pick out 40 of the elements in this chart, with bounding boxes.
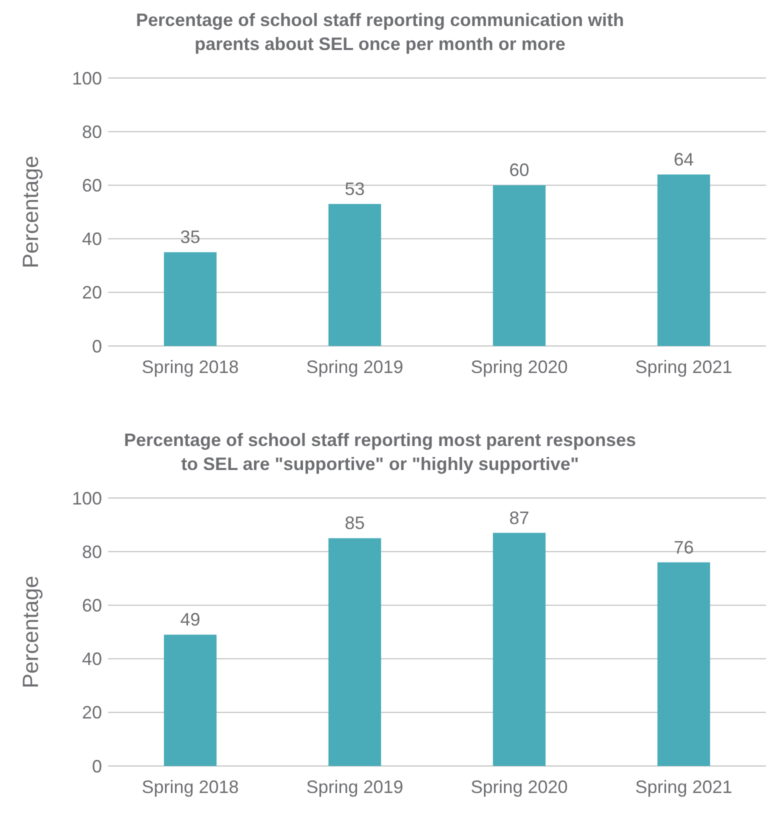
bar xyxy=(328,204,382,346)
y-axis-title: Percentage xyxy=(18,156,43,268)
data-label: 60 xyxy=(509,160,530,180)
chart-title: Percentage of school staff reporting communication with parents about SEL once per month or more xyxy=(136,10,624,54)
bar xyxy=(492,185,546,346)
bar xyxy=(657,562,710,766)
data-label: 87 xyxy=(509,508,530,528)
y-tick-label: 20 xyxy=(82,702,102,723)
y-tick-label: 100 xyxy=(72,68,102,88)
chart-title: Percentage of school staff reporting most parent responses to SEL are "supportive" or "highly supportive" xyxy=(124,430,636,474)
bar xyxy=(328,538,382,766)
y-tick-label: 0 xyxy=(92,336,102,356)
y-tick-label: 40 xyxy=(82,649,102,670)
y-tick-label: 20 xyxy=(82,282,102,303)
x-tick-label: Spring 2019 xyxy=(306,777,404,797)
data-label: 35 xyxy=(180,227,200,248)
bar xyxy=(164,252,217,346)
y-tick-label: 40 xyxy=(82,229,102,250)
x-tick-label: Spring 2019 xyxy=(306,357,404,377)
data-label: 49 xyxy=(180,610,200,630)
data-label: 76 xyxy=(674,537,694,558)
y-tick-label: 100 xyxy=(72,488,102,508)
y-tick-label: 80 xyxy=(82,122,102,142)
bar xyxy=(164,634,217,766)
data-label: 64 xyxy=(674,149,694,170)
x-tick-label: Spring 2021 xyxy=(635,777,732,797)
x-tick-label: Spring 2021 xyxy=(635,357,732,377)
x-tick-label: Spring 2018 xyxy=(142,357,239,377)
x-tick-label: Spring 2020 xyxy=(470,357,568,377)
y-tick-label: 60 xyxy=(82,176,102,196)
data-label: 53 xyxy=(344,178,365,199)
y-tick-label: 60 xyxy=(82,596,102,616)
y-axis-title: Percentage xyxy=(18,576,43,688)
y-tick-label: 0 xyxy=(92,756,102,776)
y-tick-label: 80 xyxy=(82,542,102,562)
data-label: 85 xyxy=(344,513,365,534)
x-tick-label: Spring 2018 xyxy=(142,777,239,797)
x-tick-label: Spring 2020 xyxy=(470,777,568,797)
bar xyxy=(492,532,546,766)
bar xyxy=(657,174,710,346)
